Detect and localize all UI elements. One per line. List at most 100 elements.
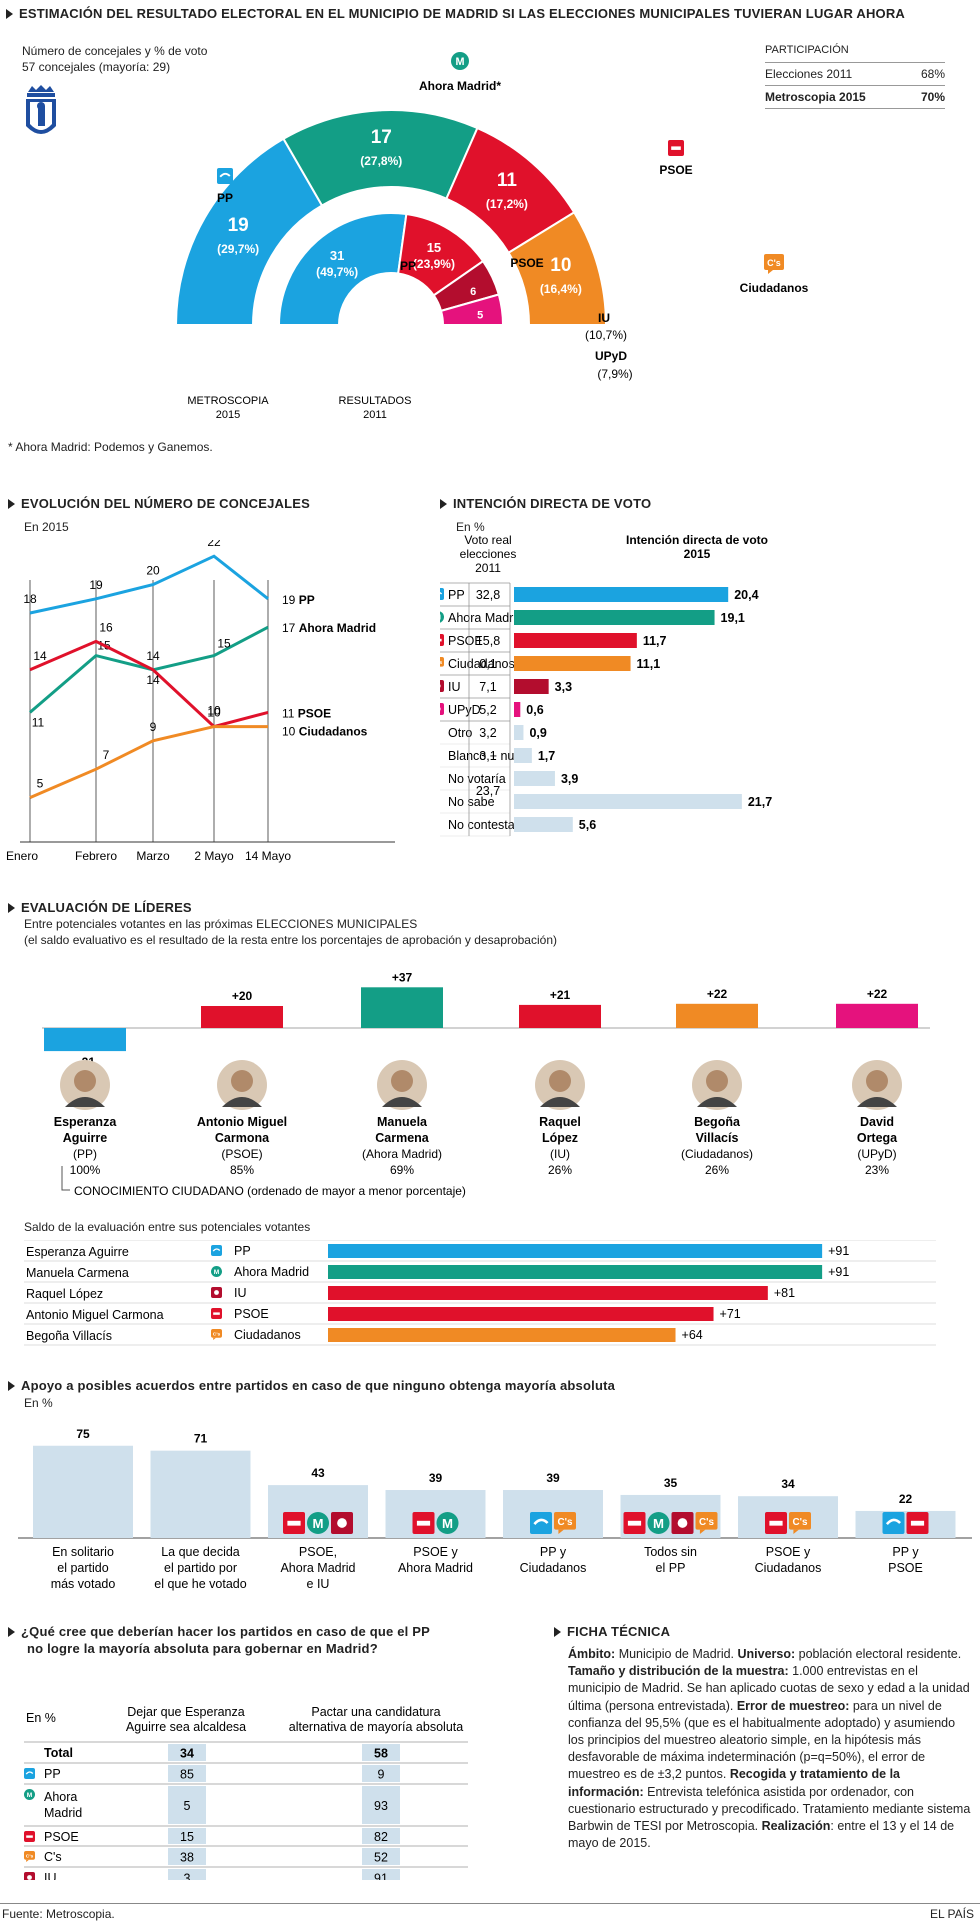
- apoyo-bar: [150, 1450, 251, 1538]
- leader-name: Carmona: [215, 1131, 270, 1145]
- logo-shape: [24, 1789, 35, 1800]
- end-label-psoe: 11 PSOE: [282, 706, 331, 720]
- avatar-body: [65, 1097, 105, 1107]
- logo-glyph: M: [27, 1792, 33, 1799]
- leader-name: Manuela: [377, 1115, 428, 1129]
- cs-logo-icon: C's: [211, 1329, 222, 1340]
- apoyo-bar-label: 39: [429, 1471, 443, 1485]
- logo-glyph: C's: [793, 1517, 808, 1528]
- logo-shape: [213, 1337, 216, 1340]
- cell-bg-a: [168, 1869, 206, 1880]
- saldo-hbar: [328, 1286, 768, 1300]
- row-label: Ciudadanos: [448, 657, 515, 671]
- logo-glyph: M: [313, 1516, 324, 1531]
- intencion-bar-label: 11,7: [643, 634, 667, 648]
- series-line-pp: [29, 554, 269, 615]
- x-tick-label: Enero: [6, 849, 38, 863]
- pregunta-value-a: 5: [184, 1799, 191, 1813]
- avatar-face: [549, 1070, 571, 1092]
- point-label: 14: [146, 673, 160, 687]
- psoe-logo-icon: [440, 634, 444, 646]
- am-logo-icon: M: [451, 52, 469, 70]
- footnote: * Ahora Madrid: Podemos y Ganemos.: [8, 440, 213, 454]
- avatar-body: [697, 1097, 737, 1107]
- ficha-key: Realización: [761, 1819, 831, 1834]
- hemi-subtitle-2: 57 concejales (mayoría: 29): [22, 60, 171, 74]
- point-label: 19: [89, 578, 103, 592]
- iu-logo-icon: [331, 1512, 353, 1534]
- voto-2011-value: 3,2: [479, 726, 496, 740]
- logo-glyph: [769, 1520, 783, 1526]
- leader-name: David: [860, 1115, 894, 1129]
- psoe-logo-icon: [283, 1512, 305, 1534]
- series-line-ahora-madrid: [29, 625, 269, 714]
- party-label: Ciudadanos: [740, 281, 809, 295]
- apoyo-bar-label: 22: [899, 1492, 913, 1506]
- avatar-body: [540, 1097, 580, 1107]
- apoyo-bar: [33, 1445, 133, 1538]
- logo-glyph: [416, 1520, 431, 1526]
- pp-logo-icon: [882, 1512, 905, 1534]
- apoyo-bar-label: 35: [664, 1476, 678, 1490]
- series-name: PP: [299, 593, 315, 607]
- main-title: ESTIMACIÓN DEL RESULTADO ELECTORAL EN EL…: [6, 6, 905, 21]
- logo-glyph: [337, 1518, 347, 1528]
- apoyo-category-label: el partido: [57, 1561, 108, 1575]
- leader-party: (IU): [550, 1147, 570, 1161]
- avatar-face: [706, 1070, 728, 1092]
- cell-bg-b: [362, 1744, 400, 1761]
- lideres-title-text: EVALUACIÓN DE LÍDERES: [21, 900, 192, 915]
- pregunta-row-label: PSOE: [44, 1830, 79, 1844]
- cell-bg-b: [362, 1828, 400, 1844]
- voto-2011-value: 32,8: [476, 588, 500, 602]
- logo-glyph: C's: [213, 1332, 221, 1338]
- col-header-2015: 2015: [684, 547, 711, 561]
- intencion-bar-label: 1,7: [538, 749, 555, 763]
- intencion-bar-label: 3,3: [555, 680, 572, 694]
- am-logo-icon: M: [440, 611, 444, 623]
- inner-seat-label: 6: [470, 286, 476, 298]
- outer-sector: [507, 211, 608, 326]
- leader-name: Ortega: [857, 1131, 898, 1145]
- voto-2011-value: 15,8: [476, 634, 500, 648]
- inner-pct-label: (7,9%): [597, 367, 632, 381]
- saldo-party: PSOE: [234, 1307, 269, 1321]
- saldo-bar: [44, 1028, 126, 1052]
- pregunta-row-label: Ahora: [44, 1790, 77, 1804]
- ficha-key: Tamaño y distribución de la muestra:: [568, 1664, 789, 1679]
- pp-logo-icon: [530, 1512, 552, 1534]
- logo-shape: [24, 1851, 35, 1860]
- apoyo-category-label: PP y: [892, 1545, 919, 1559]
- participacion-label: Elecciones 2011: [765, 67, 853, 81]
- inner-pct-label: (23,9%): [413, 257, 455, 271]
- am-logo-icon: M: [647, 1512, 670, 1534]
- point-label: 14: [146, 649, 160, 663]
- participacion-value: 70%: [920, 90, 945, 104]
- end-label-ciudadanos: 10 Ciudadanos: [282, 725, 368, 739]
- x-tick-label: Marzo: [136, 849, 170, 863]
- ficha-key: Recogida y tratamiento de la información…: [568, 1767, 901, 1799]
- intencion-bar-label: 19,1: [721, 611, 745, 625]
- logo-shape: [440, 703, 444, 715]
- logo-glyph: M: [214, 1269, 220, 1276]
- intencion-bar: [514, 748, 532, 763]
- logo-glyph: [533, 1518, 549, 1526]
- ficha-value: para un nivel de confianza del 95,5% (qu…: [568, 1698, 956, 1782]
- intencion-title-text: INTENCIÓN DIRECTA DE VOTO: [453, 496, 652, 511]
- outer-ring-caption: METROSCOPIA: [187, 395, 269, 407]
- saldo-hbar-label: +64: [682, 1328, 703, 1342]
- evolucion-line-chart: Enero Febrero Marzo 2 Mayo 14 Mayo 18 19 20 22 19…: [6, 540, 395, 863]
- row-label: IU: [448, 680, 461, 694]
- cell-bg-b: [362, 1869, 400, 1880]
- leader-conocimiento: 69%: [390, 1163, 414, 1177]
- bullet-icon: [8, 1381, 15, 1391]
- saldo-party: Ahora Madrid: [234, 1265, 309, 1279]
- point-label: 14: [33, 649, 47, 663]
- logo-shape: [436, 1512, 459, 1534]
- avatar-face: [391, 1070, 413, 1092]
- col-header-b: alternativa de mayoría absoluta: [289, 1720, 463, 1734]
- avatar-face: [74, 1070, 96, 1092]
- apoyo-category-label: el PP: [656, 1561, 686, 1575]
- iu-logo-icon: [211, 1287, 222, 1298]
